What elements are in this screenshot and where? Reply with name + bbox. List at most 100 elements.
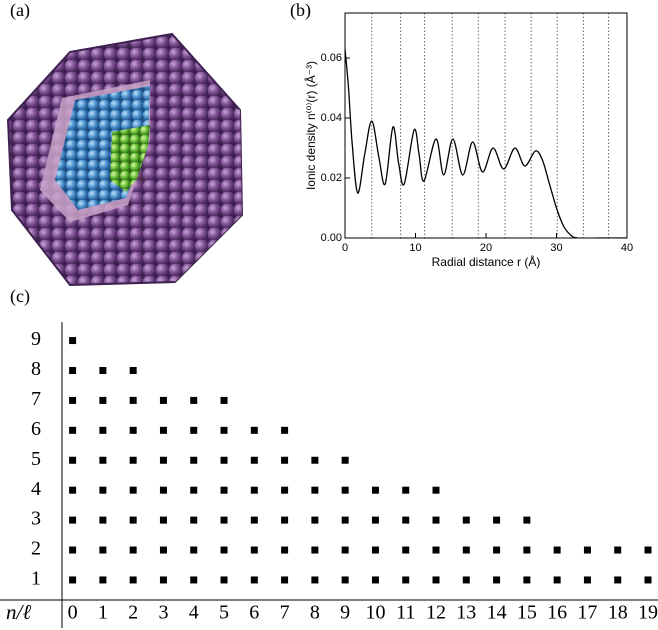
x-tick-label: 20	[480, 242, 492, 254]
x-tick-label: 5	[219, 602, 229, 624]
state-marker	[190, 576, 197, 583]
state-marker	[433, 547, 440, 554]
x-tick-label: 16	[547, 602, 567, 624]
state-marker	[130, 367, 137, 374]
state-marker	[221, 547, 228, 554]
state-marker	[645, 576, 652, 583]
state-marker	[554, 547, 561, 554]
state-marker	[69, 457, 76, 464]
x-tick-label: 7	[280, 602, 290, 624]
x-tick-label: 11	[396, 602, 415, 624]
state-marker	[130, 547, 137, 554]
state-marker	[160, 427, 167, 434]
y-tick-label: 1	[31, 568, 41, 590]
state-marker	[584, 576, 591, 583]
state-marker	[221, 576, 228, 583]
state-marker	[221, 487, 228, 494]
panel-label: (c)	[10, 286, 30, 307]
state-marker	[190, 547, 197, 554]
state-marker	[251, 517, 258, 524]
state-marker	[523, 576, 530, 583]
x-tick-label: 2	[128, 602, 138, 624]
state-marker	[251, 547, 258, 554]
state-marker	[99, 457, 106, 464]
state-marker	[523, 547, 530, 554]
state-marker	[99, 576, 106, 583]
x-tick-label: 6	[249, 602, 259, 624]
state-marker	[433, 517, 440, 524]
state-marker	[99, 397, 106, 404]
state-marker	[69, 517, 76, 524]
state-marker	[372, 487, 379, 494]
state-marker	[99, 547, 106, 554]
y-tick-label: 4	[31, 478, 41, 500]
state-marker	[523, 517, 530, 524]
y-axis-label: Ionic density n⁽⁰⁾(r) (Å⁻³)	[303, 61, 318, 190]
state-marker	[311, 547, 318, 554]
state-marker	[160, 457, 167, 464]
state-marker	[311, 457, 318, 464]
x-tick-label: 9	[340, 602, 350, 624]
state-marker	[342, 517, 349, 524]
state-marker	[402, 547, 409, 554]
state-marker	[130, 427, 137, 434]
state-marker	[372, 517, 379, 524]
state-marker	[645, 547, 652, 554]
state-marker	[251, 457, 258, 464]
state-marker	[281, 427, 288, 434]
state-marker	[69, 367, 76, 374]
state-marker	[99, 427, 106, 434]
state-marker	[433, 576, 440, 583]
y-tick-label: 0.02	[321, 172, 342, 184]
state-marker	[584, 547, 591, 554]
x-tick-label: 15	[517, 602, 537, 624]
state-marker	[251, 487, 258, 494]
state-marker	[99, 517, 106, 524]
figure: (a) (b)0102030400.000.020.040.06Radial d…	[0, 0, 658, 630]
state-marker	[221, 517, 228, 524]
x-tick-label: 40	[621, 242, 633, 254]
state-marker	[342, 487, 349, 494]
state-marker	[69, 337, 76, 344]
state-marker	[281, 487, 288, 494]
state-marker	[69, 487, 76, 494]
y-tick-label: 6	[31, 418, 41, 440]
x-tick-label: 17	[577, 602, 597, 624]
x-tick-label: 8	[310, 602, 320, 624]
state-marker	[190, 457, 197, 464]
state-marker	[311, 576, 318, 583]
panel-label: (a)	[10, 0, 30, 21]
state-marker	[281, 457, 288, 464]
x-tick-label: 0	[342, 242, 348, 254]
state-marker	[69, 397, 76, 404]
x-tick-label: 18	[608, 602, 628, 624]
y-tick-label: 0.06	[321, 52, 342, 64]
state-marker	[69, 427, 76, 434]
state-marker	[160, 576, 167, 583]
corner-label: n/ℓ	[6, 600, 31, 624]
x-tick-label: 0	[68, 602, 78, 624]
x-tick-label: 10	[409, 242, 421, 254]
y-tick-label: 8	[31, 358, 41, 380]
state-marker	[160, 397, 167, 404]
state-marker	[281, 576, 288, 583]
state-marker	[372, 547, 379, 554]
x-tick-label: 4	[189, 602, 199, 624]
state-marker	[190, 517, 197, 524]
x-tick-label: 3	[158, 602, 168, 624]
x-tick-label: 10	[365, 602, 385, 624]
state-marker	[130, 487, 137, 494]
state-marker	[463, 576, 470, 583]
state-marker	[221, 427, 228, 434]
state-marker	[130, 517, 137, 524]
x-axis-label: Radial distance r (Å)	[432, 254, 541, 269]
x-tick-label: 30	[550, 242, 562, 254]
state-marker	[281, 517, 288, 524]
state-marker	[99, 367, 106, 374]
density-line	[345, 49, 627, 238]
x-tick-label: 12	[426, 602, 446, 624]
y-tick-label: 0.00	[321, 232, 342, 244]
x-tick-label: 1	[98, 602, 108, 624]
state-marker	[614, 547, 621, 554]
